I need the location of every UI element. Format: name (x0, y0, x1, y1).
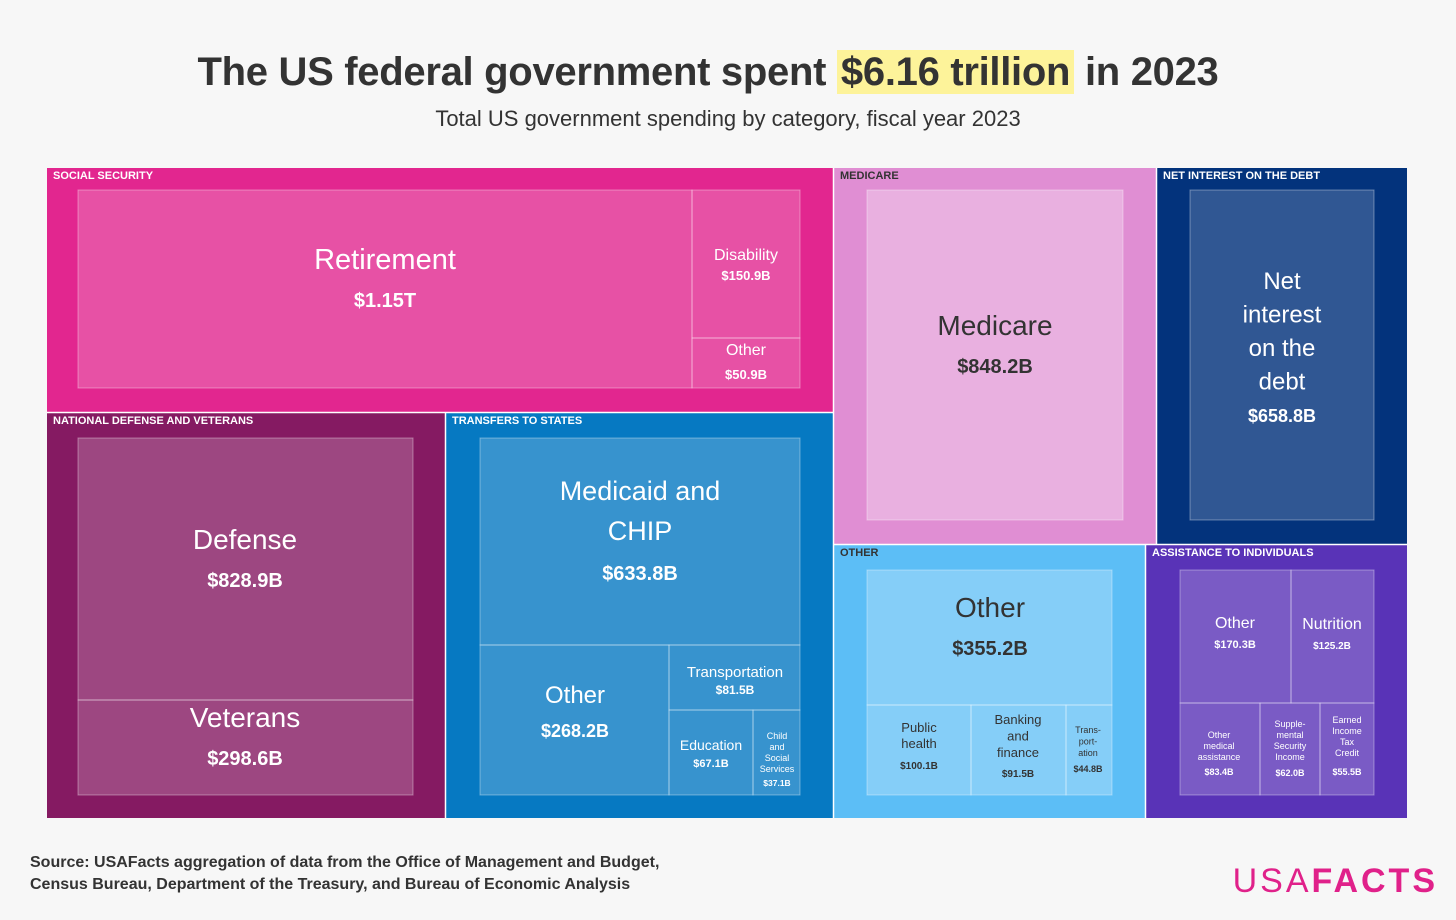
cell-value-medicare-medicare: $848.2B (957, 356, 1033, 378)
treemap-cell-social-security-retirement (77, 189, 693, 389)
treemap-cell-assistance-to-individuals-nutrition (1290, 569, 1375, 704)
cell-label-national-defense-and-veterans-veterans: Veterans (190, 702, 301, 733)
treemap-cell-transfers-to-states-medicaid-and-chip (479, 437, 801, 646)
group-label-net-interest-on-the-debt: NET INTEREST ON THE DEBT (1163, 170, 1320, 182)
cell-label-net-interest-on-the-debt-net-interest-on-the-debt: Net interest on the debt (1243, 268, 1322, 396)
title-highlight: $6.16 trillion (836, 50, 1075, 94)
treemap-cell-assistance-to-individuals-earned-income-tax-credit (1319, 702, 1375, 796)
cell-label-transfers-to-states-other: Other (545, 682, 605, 709)
cell-value-other-banking-and-finance: $91.5B (1002, 769, 1034, 780)
treemap-cell-net-interest-on-the-debt-net-interest-on-the-debt (1189, 189, 1375, 521)
cell-label-other-trans-port-ation: Trans-port-ation (1075, 725, 1101, 758)
cell-label-assistance-to-individuals-other-medical-assistance: Other medical assistance (1198, 730, 1241, 762)
title-prefix: The US federal government spent (197, 50, 837, 94)
cell-value-other-public-health: $100.1B (900, 761, 938, 772)
cell-label-assistance-to-individuals-supple-mental-security-income: Supple-mental Security Income (1274, 719, 1307, 762)
treemap-cell-other-public-health (866, 704, 972, 796)
treemap-cell-other-trans-port-ation (1065, 704, 1113, 796)
cell-label-transfers-to-states-transportation: Transportation (687, 664, 783, 681)
group-label-social-security: SOCIAL SECURITY (53, 170, 154, 182)
cell-value-national-defense-and-veterans-veterans: $298.6B (207, 748, 283, 770)
cell-value-net-interest-on-the-debt-net-interest-on-the-debt: $658.8B (1248, 406, 1316, 426)
cell-label-transfers-to-states-medicaid-and-chip: Medicaid and CHIP (560, 476, 721, 546)
cell-value-transfers-to-states-child-and-social-services: $37.1B (763, 778, 790, 788)
treemap-cell-transfers-to-states-other (479, 644, 670, 796)
group-label-medicare: MEDICARE (840, 170, 899, 182)
source-note: Source: USAFacts aggregation of data fro… (30, 852, 750, 896)
cell-value-social-security-other: $50.9B (725, 367, 767, 382)
cell-value-social-security-retirement: $1.15T (354, 290, 416, 312)
treemap-cell-transfers-to-states-transportation (668, 644, 801, 711)
cell-value-assistance-to-individuals-nutrition: $125.2B (1313, 641, 1351, 652)
cell-value-other-other: $355.2B (952, 638, 1028, 660)
treemap-cell-assistance-to-individuals-other (1179, 569, 1292, 704)
cell-label-transfers-to-states-education: Education (680, 737, 742, 753)
cell-label-social-security-retirement: Retirement (314, 244, 456, 276)
cell-label-national-defense-and-veterans-defense: Defense (193, 524, 297, 555)
treemap-cell-social-security-disability (691, 189, 801, 339)
group-box-social-security (47, 168, 833, 412)
group-label-transfers-to-states: TRANSFERS TO STATES (452, 415, 582, 427)
group-label-assistance-to-individuals: ASSISTANCE TO INDIVIDUALS (1152, 547, 1314, 559)
cell-value-transfers-to-states-transportation: $81.5B (716, 683, 755, 697)
treemap-cell-medicare-medicare (866, 189, 1124, 521)
group-box-other (834, 545, 1145, 818)
group-box-national-defense-and-veterans (47, 413, 445, 818)
treemap-cell-assistance-to-individuals-supple-mental-security-income (1259, 702, 1321, 796)
treemap-cell-assistance-to-individuals-other-medical-assistance (1179, 702, 1261, 796)
source-line-2: Census Bureau, Department of the Treasur… (30, 876, 631, 893)
cell-value-transfers-to-states-medicaid-and-chip: $633.8B (602, 563, 678, 585)
group-box-medicare (834, 168, 1156, 544)
treemap-cell-national-defense-and-veterans-veterans (77, 699, 414, 796)
cell-value-assistance-to-individuals-other-medical-assistance: $83.4B (1204, 767, 1234, 777)
logo-facts: FACTS (1311, 862, 1438, 900)
cell-value-transfers-to-states-other: $268.2B (541, 721, 609, 741)
cell-value-assistance-to-individuals-earned-income-tax-credit: $55.5B (1332, 767, 1362, 777)
group-box-transfers-to-states (446, 413, 833, 818)
group-label-other: OTHER (840, 547, 879, 559)
treemap-cell-transfers-to-states-child-and-social-services (752, 709, 801, 796)
cell-value-assistance-to-individuals-other: $170.3B (1214, 639, 1256, 651)
treemap-cell-other-other (866, 569, 1113, 706)
cell-label-social-security-disability: Disability (714, 247, 778, 264)
group-label-national-defense-and-veterans: NATIONAL DEFENSE AND VETERANS (53, 415, 253, 427)
treemap-cell-other-banking-and-finance (970, 704, 1067, 796)
cell-label-social-security-other: Other (726, 342, 767, 359)
cell-label-other-banking-and-finance: Banking and finance (995, 712, 1042, 760)
cell-value-other-trans-port-ation: $44.8B (1073, 764, 1103, 774)
title-suffix: in 2023 (1074, 50, 1219, 94)
group-box-net-interest-on-the-debt (1157, 168, 1407, 544)
cell-value-national-defense-and-veterans-defense: $828.9B (207, 570, 283, 592)
cell-label-transfers-to-states-child-and-social-services: Child and Social Services (760, 731, 795, 774)
chart-title: The US federal government spent $6.16 tr… (0, 50, 1416, 95)
cell-value-assistance-to-individuals-supple-mental-security-income: $62.0B (1275, 768, 1305, 778)
group-box-assistance-to-individuals (1146, 545, 1407, 818)
source-line-1: Source: USAFacts aggregation of data fro… (30, 854, 660, 871)
cell-label-medicare-medicare: Medicare (937, 310, 1052, 341)
logo-usa: USA (1232, 862, 1312, 900)
treemap-cell-national-defense-and-veterans-defense (77, 437, 414, 701)
chart-subtitle: Total US government spending by category… (435, 106, 1021, 131)
treemap-cell-social-security-other (691, 337, 801, 389)
cell-value-transfers-to-states-education: $67.1B (693, 758, 729, 770)
cell-label-assistance-to-individuals-other: Other (1215, 615, 1256, 632)
treemap-cell-transfers-to-states-education (668, 709, 754, 796)
cell-value-social-security-disability: $150.9B (721, 268, 770, 283)
cell-label-other-other: Other (955, 592, 1025, 623)
cell-label-other-public-health: Public health (901, 720, 937, 751)
cell-label-assistance-to-individuals-nutrition: Nutrition (1302, 616, 1362, 633)
cell-label-assistance-to-individuals-earned-income-tax-credit: Earned Income Tax Credit (1332, 715, 1362, 758)
usafacts-logo: USAFACTS (1233, 862, 1438, 901)
